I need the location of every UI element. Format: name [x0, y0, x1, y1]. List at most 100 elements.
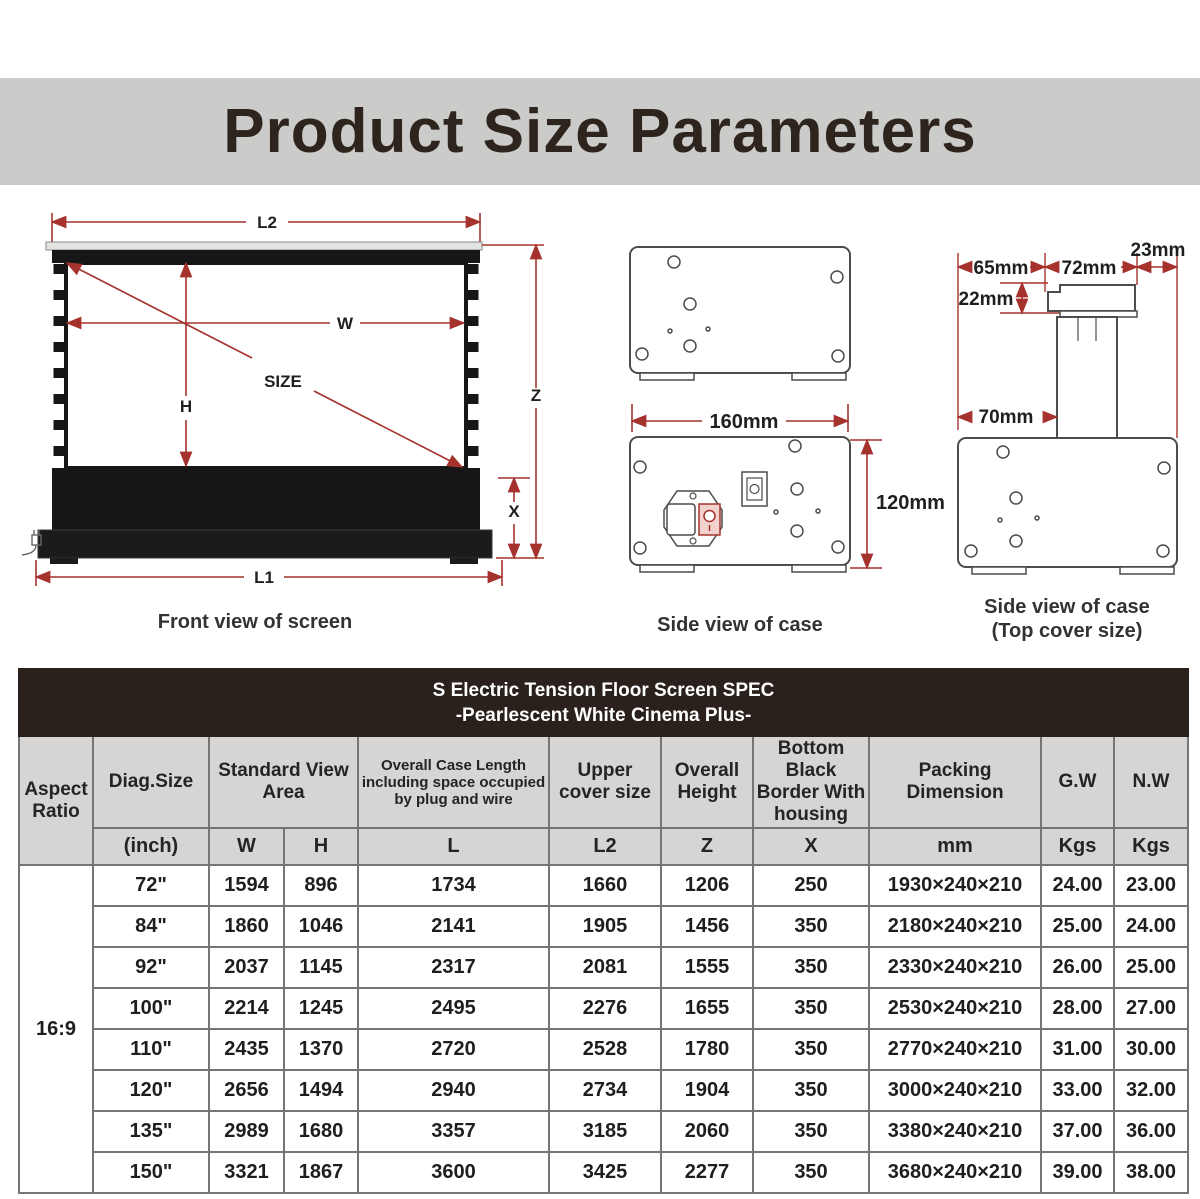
base-housing [37, 529, 493, 559]
cell-l2: 3425 [548, 1151, 662, 1194]
cell-l: 3357 [357, 1110, 550, 1153]
label-x: X [508, 502, 520, 521]
cell-diag: 120" [92, 1069, 210, 1112]
cell-gw: 25.00 [1040, 905, 1115, 948]
cell-z: 1555 [660, 946, 754, 989]
label-z: Z [531, 386, 541, 405]
cell-h: 896 [283, 864, 359, 907]
cell-w: 2989 [208, 1110, 285, 1153]
cell-l2: 3185 [548, 1110, 662, 1153]
unit-z: Z [660, 827, 754, 866]
cell-x: 350 [752, 1151, 870, 1194]
label-22mm: 22mm [959, 289, 1014, 310]
cell-packing: 2530×240×210 [868, 987, 1042, 1030]
cell-packing: 2330×240×210 [868, 946, 1042, 989]
cell-h: 1145 [283, 946, 359, 989]
cell-l: 2141 [357, 905, 550, 948]
table-title: S Electric Tension Floor Screen SPEC -Pe… [17, 668, 1190, 737]
label-23mm: 23mm [1131, 240, 1186, 261]
cell-diag: 84" [92, 905, 210, 948]
table-title-line1: S Electric Tension Floor Screen SPEC [432, 679, 775, 701]
header-aspect-ratio: Aspect Ratio [18, 735, 94, 866]
power-inlet [663, 490, 723, 547]
cell-nw: 27.00 [1112, 987, 1190, 1030]
cell-h: 1867 [283, 1151, 359, 1194]
cell-z: 1780 [660, 1028, 754, 1071]
top-cover-profile [1047, 284, 1136, 312]
cell-gw: 26.00 [1040, 946, 1115, 989]
cell-h: 1680 [283, 1110, 359, 1153]
cell-nw: 30.00 [1112, 1028, 1190, 1071]
dim-size-diagonal [65, 262, 464, 468]
label-72mm: 72mm [1062, 258, 1117, 279]
cell-nw: 38.00 [1112, 1151, 1190, 1194]
cell-h: 1245 [283, 987, 359, 1030]
cell-packing: 3000×240×210 [868, 1069, 1042, 1112]
case-foot [791, 372, 847, 381]
screen-top-slat [45, 241, 483, 251]
cell-nw: 24.00 [1112, 905, 1190, 948]
dim-x [498, 476, 530, 560]
lift-column [1056, 316, 1118, 439]
title-banner: Product Size Parameters [0, 78, 1200, 185]
cell-l2: 2276 [548, 987, 662, 1030]
table-row: 16:9 72" 1594 896 1734 1660 1206 250 193… [18, 864, 1190, 1194]
cell-l2: 2528 [548, 1028, 662, 1071]
table-title-line2: -Pearlescent White Cinema Plus- [455, 704, 752, 726]
base-foot-right [450, 558, 478, 564]
bottom-black-section [52, 468, 480, 530]
label-size: SIZE [264, 372, 302, 391]
case-top-box [629, 246, 851, 374]
table-row: 150" 3321 1867 3600 3425 2277 350 3680×2… [19, 1151, 1190, 1194]
cell-packing: 3380×240×210 [868, 1110, 1042, 1153]
cell-x: 350 [752, 1069, 870, 1112]
cell-l2: 2734 [548, 1069, 662, 1112]
cell-z: 1456 [660, 905, 754, 948]
cell-l2: 1905 [548, 905, 662, 948]
cell-gw: 39.00 [1040, 1151, 1115, 1194]
cell-gw: 24.00 [1040, 864, 1115, 907]
cell-w: 2435 [208, 1028, 285, 1071]
drawings-svg: L2 [21, 213, 1186, 587]
cell-z: 1206 [660, 864, 754, 907]
cell-packing: 2180×240×210 [868, 905, 1042, 948]
unit-nw: Kgs [1112, 827, 1190, 866]
case-foot [1119, 566, 1175, 575]
unit-l2: L2 [548, 827, 662, 866]
header-diag-size: Diag.Size [92, 735, 210, 829]
cell-nw: 25.00 [1112, 946, 1190, 989]
table-row: 92" 2037 1145 2317 2081 1555 350 2330×24… [19, 946, 1190, 989]
toggle-switch [741, 471, 768, 507]
cell-diag: 135" [92, 1110, 210, 1153]
cell-l2: 2081 [548, 946, 662, 989]
spec-table: S Electric Tension Floor Screen SPEC -Pe… [17, 668, 1190, 1194]
header-upper-cover-size: Upper cover size [548, 735, 662, 829]
technical-drawings: L2 [0, 200, 1200, 665]
top-cover-caption-line1: Side view of case [984, 596, 1150, 618]
screen-top-bar [52, 250, 480, 263]
cell-aspect-ratio: 16:9 [18, 864, 94, 1194]
header-packing-dimension: Packing Dimension [868, 735, 1042, 829]
cell-h: 1494 [283, 1069, 359, 1112]
case-box [957, 437, 1178, 568]
top-cover-drawing: 65mm 72mm 23mm 22mm [956, 240, 1186, 575]
label-l2: L2 [257, 213, 277, 232]
cell-w: 2037 [208, 946, 285, 989]
cell-diag: 150" [92, 1151, 210, 1194]
case-foot [971, 566, 1027, 575]
front-view-caption: Front view of screen [157, 611, 353, 633]
label-l1: L1 [254, 568, 274, 587]
unit-l: L [357, 827, 550, 866]
cell-l: 1734 [357, 864, 550, 907]
cell-z: 2277 [660, 1151, 754, 1194]
cell-packing: 1930×240×210 [868, 864, 1042, 907]
cell-w: 3321 [208, 1151, 285, 1194]
dim-160mm [630, 404, 850, 432]
unit-gw: Kgs [1040, 827, 1115, 866]
header-nw: N.W [1112, 735, 1190, 829]
cell-packing: 3680×240×210 [868, 1151, 1042, 1194]
cell-l: 2720 [357, 1028, 550, 1071]
case-bottom-box [629, 436, 851, 566]
cell-diag: 110" [92, 1028, 210, 1071]
